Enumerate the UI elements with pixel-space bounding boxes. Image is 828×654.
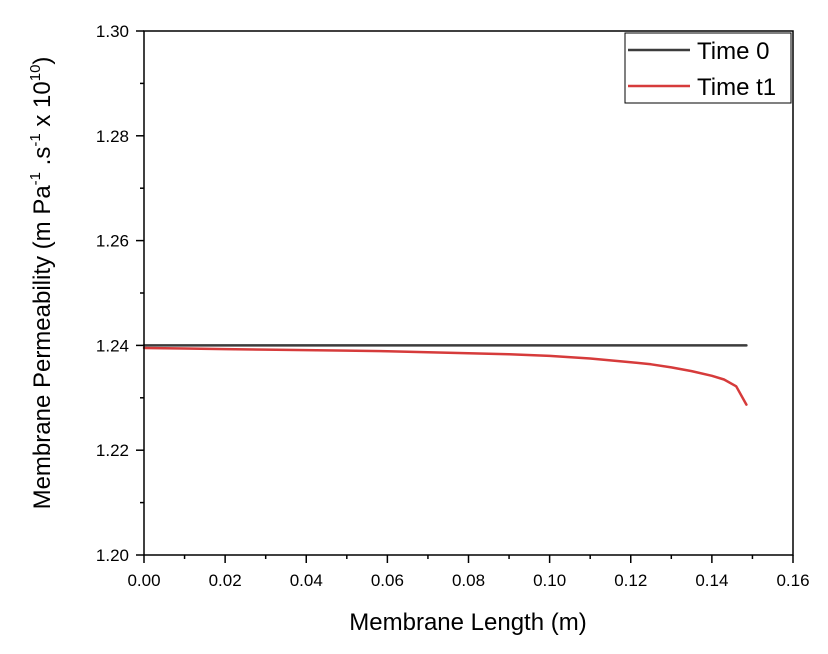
- y-axis-title-base: Membrane Permeability (m Pa: [29, 185, 56, 510]
- y-axis-title-sup3: 10: [27, 65, 44, 82]
- x-tick-label: 0.08: [452, 571, 485, 590]
- y-axis-title-sup1: -1: [27, 172, 44, 185]
- legend: Time 0 Time t1: [624, 32, 792, 104]
- x-tick-label: 0.12: [614, 571, 647, 590]
- x-tick-label: 0.14: [695, 571, 728, 590]
- y-axis-title-sup2: -1: [27, 133, 44, 146]
- y-tick-label: 1.26: [96, 232, 129, 251]
- series-layer: [142, 344, 748, 406]
- series-line-2: [142, 346, 748, 406]
- x-tick-label: 0.04: [290, 571, 323, 590]
- plot-frame: [143, 30, 794, 556]
- y-tick-label: 1.30: [96, 22, 129, 41]
- y-axis-title: Membrane Permeability (m Pa-1 .s-1 x 101…: [27, 57, 56, 510]
- y-tick-label: 1.20: [96, 546, 129, 565]
- x-tick-label: 0.00: [127, 571, 160, 590]
- x-tick-label: 0.02: [209, 571, 242, 590]
- x-tick-label: 0.16: [776, 571, 809, 590]
- tick-labels-layer: 0.00 0.02 0.04 0.06 0.08 0.10 0.12 0.14 0.16 1.20…: [96, 22, 810, 590]
- y-axis-title-mid: .s: [29, 147, 56, 172]
- legend-label: Time 0: [697, 38, 769, 65]
- y-tick-label: 1.24: [96, 336, 129, 355]
- legend-box: [624, 32, 792, 104]
- y-tick-label: 1.22: [96, 441, 129, 460]
- y-tick-label: 1.28: [96, 127, 129, 146]
- x-axis-title: Membrane Length (m): [349, 609, 586, 636]
- x-tick-label: 0.06: [371, 571, 404, 590]
- y-axis-title-tail: x 10: [29, 81, 56, 133]
- x-tick-label: 0.10: [533, 571, 566, 590]
- ticks-layer: [136, 30, 794, 563]
- y-axis-title-close: ): [29, 57, 56, 65]
- legend-label: Time t1: [697, 74, 776, 101]
